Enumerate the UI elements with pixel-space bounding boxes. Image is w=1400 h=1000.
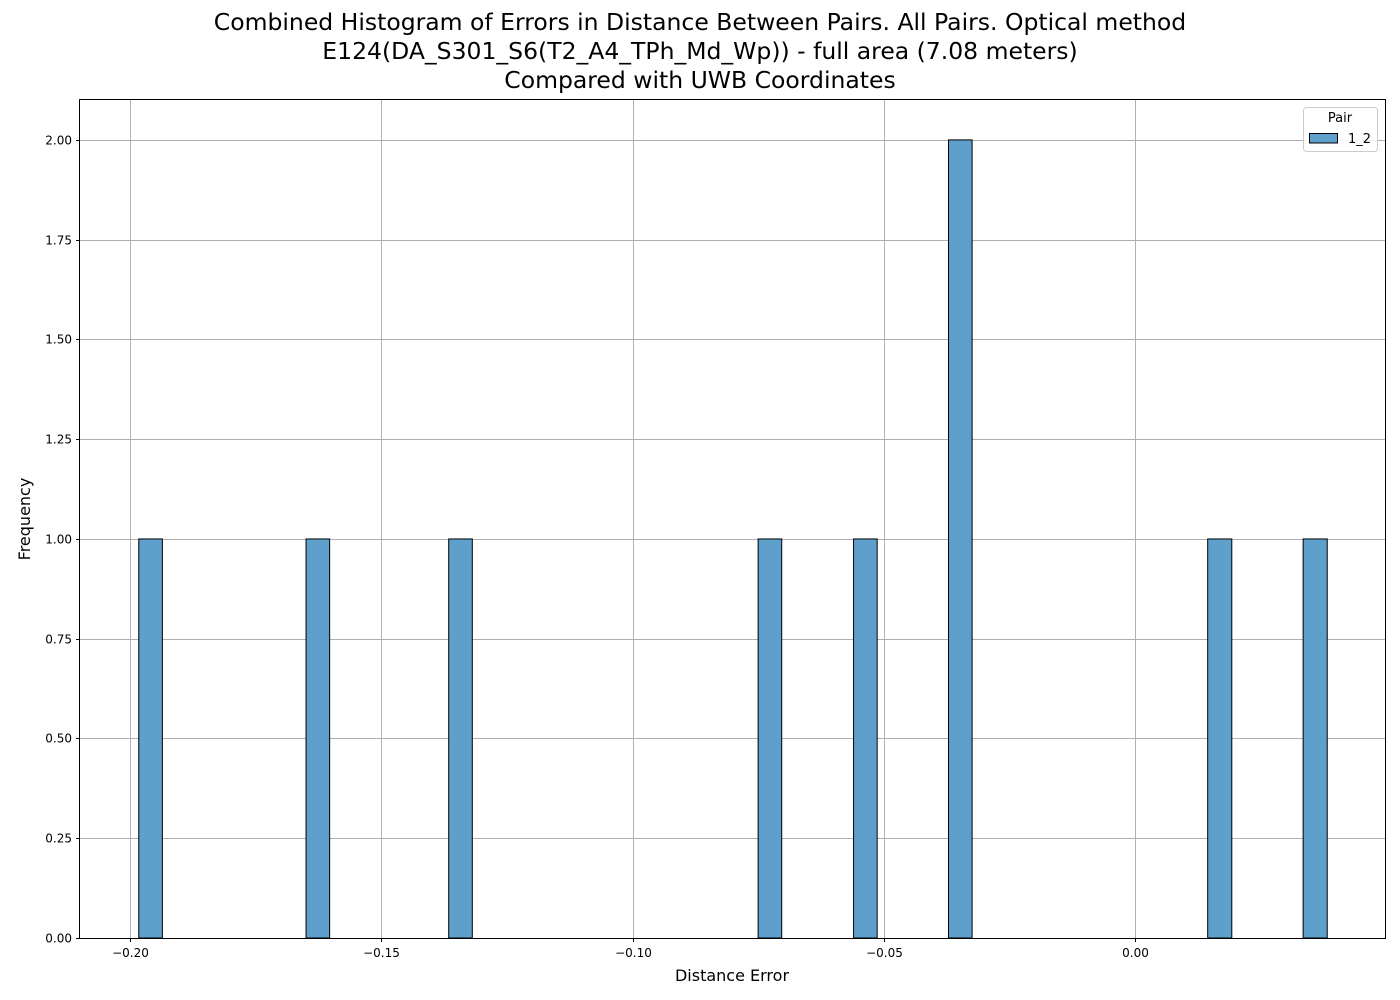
chart-title: Combined Histogram of Errors in Distance…	[213, 8, 1187, 94]
x-axis-label: Distance Error	[675, 966, 789, 985]
histogram-bar	[448, 538, 473, 939]
histogram-bar	[1207, 538, 1233, 939]
histogram-bar	[138, 538, 163, 939]
y-tick-label: 0.75	[45, 633, 72, 647]
x-tick-label: −0.10	[615, 946, 652, 960]
y-tick-label: 1.25	[45, 433, 72, 447]
y-tick-label: 0.50	[45, 732, 72, 746]
y-tick-label: 1.00	[45, 533, 72, 547]
legend-swatch	[1309, 133, 1338, 144]
histogram-bar	[305, 538, 331, 939]
y-tick-label: 0.00	[45, 932, 72, 946]
tick-layer: −0.20 −0.15 −0.10 −0.05 0.00 0.00 0.25 0.50 0.75…	[45, 134, 1149, 961]
y-tick-label: 1.75	[45, 234, 72, 248]
histogram-bar	[853, 538, 878, 939]
histogram-bar	[947, 139, 973, 939]
histogram-bar	[1302, 538, 1328, 939]
histogram-bar	[757, 538, 783, 939]
y-axis-label: Frequency	[15, 478, 34, 561]
x-tick-label: 0.00	[1122, 946, 1149, 960]
legend-title: Pair	[1328, 111, 1353, 126]
y-tick-label: 0.25	[45, 832, 72, 846]
bar-layer	[138, 139, 1328, 939]
plot-frame	[79, 99, 1386, 939]
legend: Pair 1_2	[1303, 107, 1378, 152]
x-tick-label: −0.05	[866, 946, 903, 960]
x-tick-label: −0.15	[363, 946, 400, 960]
legend-label: 1_2	[1348, 132, 1371, 147]
y-tick-label: 1.50	[45, 333, 72, 347]
grid-layer	[80, 100, 1385, 939]
x-tick-label: −0.20	[112, 946, 149, 960]
y-tick-label: 2.00	[45, 134, 72, 148]
